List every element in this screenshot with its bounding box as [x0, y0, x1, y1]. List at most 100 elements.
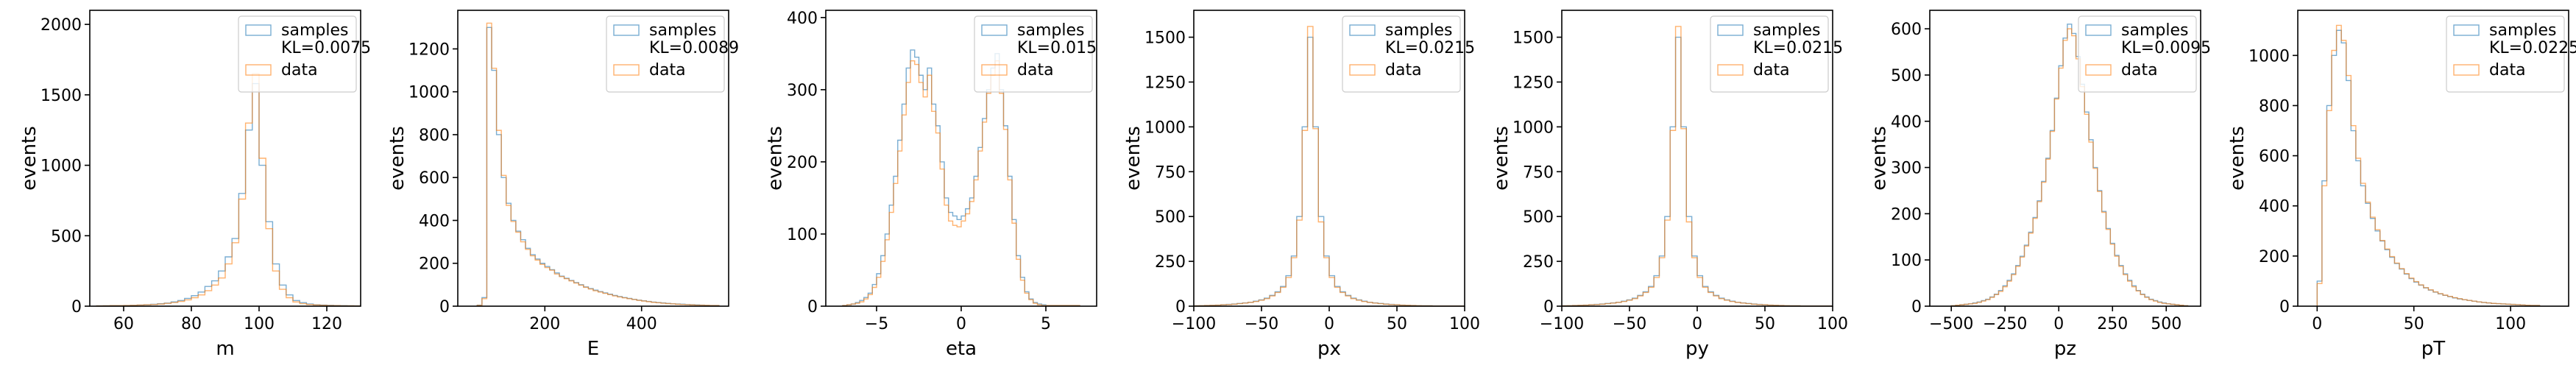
panel-eta: −5 0 50100200300400etaeventssamplesKL=0.01…: [765, 10, 1097, 360]
y-tick-label: 1000: [408, 84, 450, 102]
x-axis-label: E: [587, 338, 599, 360]
x-axis-label: pz: [2054, 338, 2076, 360]
legend-swatch-data: [2085, 64, 2112, 76]
y-tick-label: 600: [1891, 21, 1922, 39]
legend-label-kl: KL=0.015: [1017, 39, 1097, 57]
y-tick-label: 200: [787, 154, 818, 172]
x-tick-label: −50: [1245, 315, 1278, 333]
y-tick-label: 300: [787, 82, 818, 100]
y-tick-label: 0: [807, 298, 818, 316]
y-axis-label: events: [1490, 126, 1512, 191]
y-tick-label: 200: [419, 255, 450, 274]
y-axis-label: events: [18, 126, 40, 191]
legend-label-data: data: [1385, 61, 1422, 79]
y-tick-label: 0: [1911, 298, 1922, 316]
x-tick-label: 5: [1041, 315, 1051, 333]
legend-swatch-samples: [2453, 24, 2480, 36]
x-tick-label: −500: [1929, 315, 1973, 333]
y-tick-label: 100: [787, 226, 818, 244]
x-tick-label: 0: [1324, 315, 1334, 333]
x-tick-label: −100: [1540, 315, 1584, 333]
panel-pT: 0 50 10002004006008001000pTeventssamplesKL…: [2226, 10, 2576, 360]
hist-data-pz: [1950, 28, 2189, 306]
y-tick-label: 1250: [1512, 74, 1554, 92]
y-tick-label: 400: [787, 10, 818, 28]
legend-label-kl: KL=0.0089: [649, 39, 739, 57]
legend-label-kl: KL=0.0095: [2121, 39, 2211, 57]
legend-label-kl: KL=0.0215: [1385, 39, 1475, 57]
hist-data-eta: [842, 60, 1080, 306]
legend-swatch-samples: [2085, 24, 2112, 36]
legend-swatch-data: [1717, 64, 1744, 76]
panel-pz: −500 −250 0 250 500 0 100 200 300 400 500 600 pz even…: [1869, 10, 2211, 360]
x-tick-label: 500: [2151, 315, 2182, 333]
x-axis-label: py: [1685, 338, 1709, 360]
y-tick-label: 1250: [1144, 74, 1186, 92]
y-tick-label: 300: [1891, 160, 1922, 178]
legend-swatch-samples: [1717, 24, 1744, 36]
y-tick-label: 0: [71, 298, 82, 316]
x-tick-label: −5: [865, 315, 888, 333]
x-tick-label: 50: [1755, 315, 1775, 333]
legend-swatch-data: [2453, 64, 2480, 76]
y-tick-label: 100: [1891, 252, 1922, 270]
x-tick-label: −250: [1983, 315, 2027, 333]
x-tick-label: 100: [1449, 315, 1480, 333]
y-tick-label: 400: [1891, 113, 1922, 132]
legend-label-kl: KL=0.0225: [2489, 39, 2576, 57]
y-tick-label: 1000: [1512, 118, 1554, 137]
y-tick-label: 250: [1523, 253, 1554, 272]
x-tick-label: 50: [2404, 315, 2424, 333]
x-tick-label: 0: [2053, 315, 2064, 333]
y-axis-label: events: [2226, 126, 2248, 191]
x-tick-label: 0: [1692, 315, 1702, 333]
x-axis-label: eta: [946, 338, 977, 360]
x-tick-label: 120: [311, 315, 342, 333]
x-axis-label: px: [1317, 338, 1341, 360]
legend-label-samples: samples: [1385, 21, 1452, 40]
legend-swatch-samples: [245, 24, 272, 36]
legend-swatch-data: [1349, 64, 1376, 76]
hist-samples-m: [96, 82, 361, 306]
x-tick-label: 60: [113, 315, 134, 333]
axes-frame: [1929, 10, 2201, 307]
y-tick-label: 500: [1155, 208, 1186, 227]
legend-label-samples: samples: [2489, 21, 2556, 40]
y-tick-label: 0: [2279, 298, 2290, 316]
hist-data-m: [96, 73, 361, 306]
legend-label-samples: samples: [1017, 21, 1084, 40]
panel-m: 60 80 100 120 0 500 1000 1500 2000 m events samples…: [18, 10, 371, 360]
hist-data-py: [1562, 26, 1833, 306]
y-tick-label: 1200: [408, 40, 450, 59]
x-tick-label: 0: [2312, 315, 2322, 333]
axes-frame: [457, 10, 729, 307]
x-axis-label: pT: [2421, 338, 2446, 360]
legend-label-data: data: [281, 61, 318, 79]
y-tick-label: 0: [1175, 298, 1186, 316]
y-tick-label: 1500: [1512, 29, 1554, 48]
y-tick-label: 500: [1523, 208, 1554, 227]
x-tick-label: 80: [181, 315, 202, 333]
legend-swatch-samples: [981, 24, 1008, 36]
hist-data-E: [476, 22, 720, 306]
legend-label-data: data: [1017, 61, 1054, 79]
axes-frame: [89, 10, 361, 307]
y-tick-label: 750: [1155, 163, 1186, 182]
y-tick-label: 200: [2259, 248, 2290, 266]
y-tick-label: 800: [2259, 97, 2290, 116]
y-axis-label: events: [386, 126, 408, 191]
y-tick-label: 500: [51, 227, 82, 246]
x-tick-label: 100: [2495, 315, 2526, 333]
legend-label-data: data: [1753, 61, 1790, 79]
y-axis-label: events: [1869, 126, 1891, 191]
legend-swatch-samples: [1349, 24, 1376, 36]
y-tick-label: 500: [1891, 67, 1922, 85]
y-tick-label: 200: [1891, 205, 1922, 224]
hist-data-pT: [2316, 24, 2541, 306]
y-tick-label: 600: [419, 169, 450, 188]
